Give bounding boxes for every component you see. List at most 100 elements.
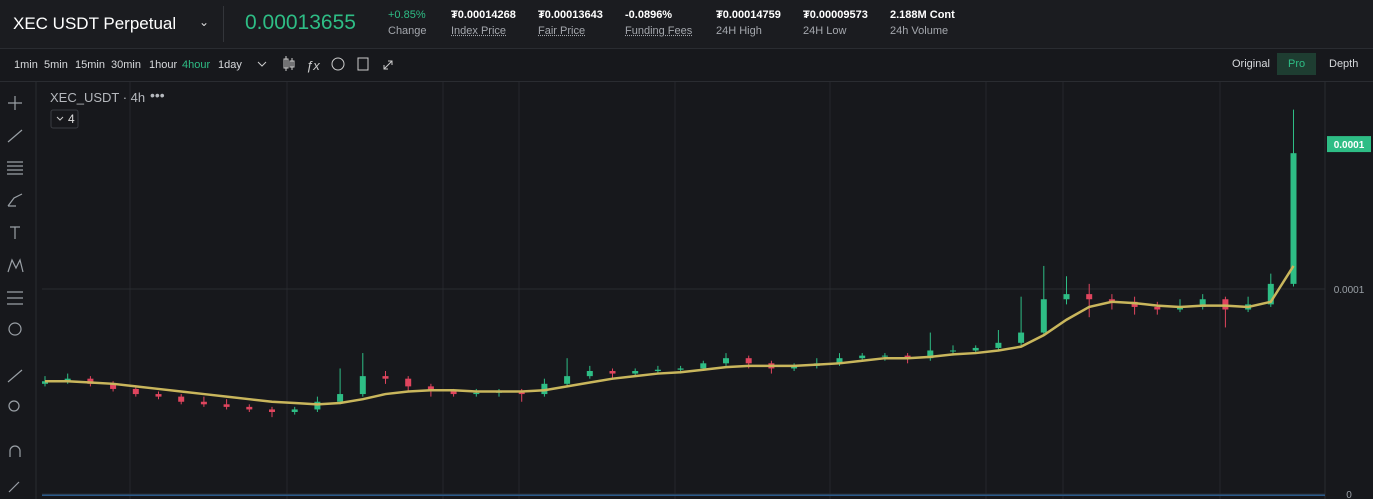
candle-body (1086, 294, 1093, 300)
stat-value: 2.188M Cont (890, 9, 955, 21)
candle-body (654, 369, 661, 371)
measure-tool[interactable] (7, 291, 23, 305)
stat: ₮0.00014268 Index Price (451, 9, 516, 37)
candle-body (337, 394, 344, 402)
stat: -0.0896% Funding Fees (625, 9, 692, 37)
header: XEC USDT Perpetual ⌄ 0.00013655 +0.85% C… (0, 0, 1373, 49)
indicator-toggle[interactable] (50, 109, 79, 129)
candle-body (64, 378, 71, 382)
candle-body (1199, 299, 1206, 307)
candle-body (473, 392, 480, 395)
trendline-tool[interactable] (7, 129, 23, 143)
fullscreen-icon[interactable] (383, 60, 393, 70)
toolbar-icons: ƒx (257, 56, 393, 73)
candle-body (450, 391, 457, 395)
separator (223, 6, 224, 42)
stat-label: 24H Low (803, 25, 847, 37)
brush-tool[interactable] (7, 193, 23, 207)
candle-body (859, 355, 866, 359)
interval-dropdown[interactable] (257, 61, 267, 67)
text-tool[interactable] (10, 226, 20, 239)
candle-body (110, 383, 117, 389)
chart-title: XEC_USDT · 4h (50, 90, 145, 105)
candle-body (42, 381, 48, 384)
candle-body (405, 378, 412, 387)
candle-body (200, 401, 207, 405)
candle-body (382, 376, 389, 379)
interval[interactable]: 4hour (182, 59, 211, 71)
interval[interactable]: 1min (14, 59, 38, 71)
stat: 2.188M Cont 24h Volume (890, 9, 955, 37)
change: +0.85% Change (388, 9, 427, 37)
indicator-icon[interactable]: ƒx (306, 58, 320, 73)
pattern-tool[interactable] (7, 258, 24, 273)
candle-body (314, 401, 321, 410)
candle-body (223, 404, 230, 407)
candle-body (518, 391, 525, 395)
candle-type-icon[interactable] (283, 56, 295, 71)
candle-body (87, 378, 94, 384)
magnet-tool[interactable] (9, 445, 21, 457)
candle-body (155, 394, 162, 397)
ruler-tool[interactable] (7, 369, 23, 383)
interval[interactable]: 30min (111, 59, 141, 71)
stat-value: ₮0.00013643 (538, 9, 603, 21)
view-tab[interactable]: Original (1232, 58, 1270, 70)
zoom-tool[interactable] (8, 400, 20, 412)
stat-label: 24h Volume (890, 25, 949, 37)
stat: ₮0.00014759 24H High (716, 9, 781, 37)
settings-icon[interactable] (331, 57, 345, 71)
toolbar: 1min 5min 15min 30min 1hour 4hour 1day ƒx Orig… (0, 49, 1373, 82)
fib-tool[interactable] (7, 161, 23, 175)
candle-body (745, 358, 752, 364)
interval[interactable]: 5min (44, 59, 68, 71)
time-grid (129, 82, 1221, 499)
stat-value: ₮0.00014759 (716, 9, 781, 21)
candle-body (881, 355, 888, 357)
candle-body (904, 355, 911, 359)
view-tab[interactable]: Depth (1329, 58, 1359, 70)
candle-body (927, 350, 934, 359)
lock-tool[interactable] (8, 481, 20, 493)
stat-value: ₮0.00009573 (803, 9, 868, 21)
price-tag-label: 0.0001 (1334, 140, 1365, 151)
symbol-dropdown[interactable]: ⌄ (199, 15, 210, 29)
indicator-count: 4 (68, 112, 75, 126)
view-tab[interactable]: Pro (1277, 53, 1317, 75)
stat-label: Index Price (451, 25, 507, 37)
candle-body (1222, 299, 1229, 310)
candle-body (632, 371, 639, 374)
emoji-tool[interactable] (8, 322, 22, 336)
candle-body (246, 406, 253, 410)
stat-label: Funding Fees (625, 25, 693, 37)
interval[interactable]: 1day (218, 59, 242, 71)
stat-value: ₮0.00014268 (451, 9, 516, 21)
candle-body (1040, 299, 1047, 333)
candle-body (269, 409, 275, 412)
stat: ₮0.00009573 24H Low (803, 9, 868, 37)
candle-body (427, 386, 434, 392)
symbol[interactable]: XEC USDT Perpetual (13, 14, 177, 33)
candle-body (1267, 283, 1274, 305)
candle-body (1154, 306, 1161, 310)
chart-menu[interactable]: ••• (150, 87, 165, 103)
interval[interactable]: 1hour (149, 59, 178, 71)
template-icon[interactable] (357, 57, 369, 71)
candle-body (586, 371, 593, 377)
candle-body (1063, 294, 1070, 300)
candle-body (1108, 299, 1115, 302)
interval[interactable]: 15min (75, 59, 105, 71)
crosshair-tool[interactable] (8, 96, 22, 110)
moving-average (45, 265, 1295, 406)
candle-body (723, 358, 729, 364)
candle-body (677, 368, 684, 370)
candle-body (541, 383, 548, 395)
candle-body (1290, 153, 1297, 284)
candle-body (564, 376, 571, 384)
last-price: 0.00013655 (245, 11, 356, 34)
candle-body (950, 350, 956, 352)
candle-body (836, 358, 843, 364)
candle-body (1131, 301, 1138, 307)
candle-body (609, 371, 616, 374)
change-label: Change (388, 25, 427, 37)
